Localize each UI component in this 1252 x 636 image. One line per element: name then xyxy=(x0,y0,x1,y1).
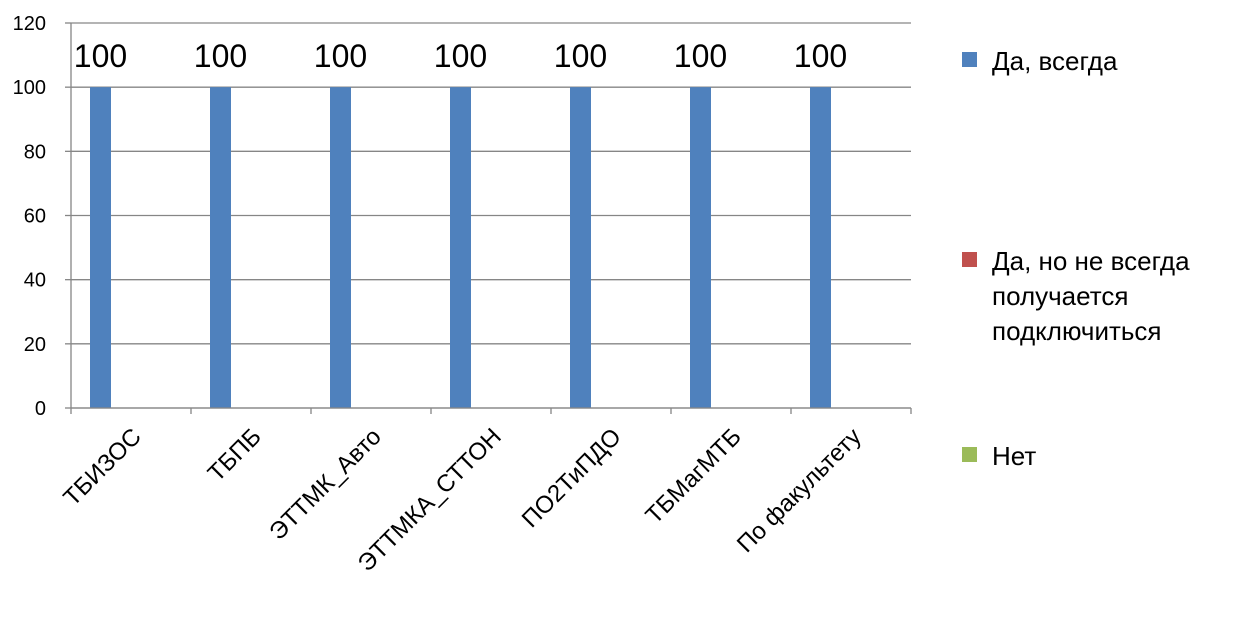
y-tick-label: 40 xyxy=(24,270,46,292)
legend-label-line: Да, всегда xyxy=(992,46,1118,76)
data-label: 100 xyxy=(794,38,847,74)
x-tick-label: По факультету xyxy=(732,423,867,558)
x-tick-label: ПО2ТиПДО xyxy=(517,423,627,533)
legend-label: Нет xyxy=(992,441,1036,471)
data-label: 100 xyxy=(74,38,127,74)
legend-swatch xyxy=(962,447,977,462)
legend: Да, всегда Да, но не всегда получается подк… xyxy=(962,46,1190,471)
data-labels: 100 100 100 100 100 100 100 xyxy=(74,38,847,74)
legend-label-line: Нет xyxy=(992,441,1036,471)
bar xyxy=(330,87,351,409)
bar xyxy=(90,87,111,409)
bar xyxy=(210,87,231,409)
legend-swatch xyxy=(962,252,977,267)
bar xyxy=(690,87,711,409)
legend-label-line: подключиться xyxy=(992,316,1162,346)
x-tick-label: ЭТТМК_Авто xyxy=(264,423,386,545)
bar xyxy=(570,87,591,409)
bars xyxy=(90,87,831,409)
legend-swatch xyxy=(962,52,977,67)
y-tick-label: 60 xyxy=(24,206,46,228)
legend-label: Да, всегда xyxy=(992,46,1118,76)
y-tick-label: 0 xyxy=(35,398,46,420)
data-label: 100 xyxy=(674,38,727,74)
legend-label: Да, но не всегда получается подключиться xyxy=(992,246,1190,346)
x-tick-label: ТБМагМТБ xyxy=(641,423,747,529)
bar xyxy=(810,87,831,409)
data-label: 100 xyxy=(194,38,247,74)
data-label: 100 xyxy=(554,38,607,74)
x-tick-label: ТБИЗОС xyxy=(58,423,146,511)
data-label: 100 xyxy=(314,38,367,74)
data-label: 100 xyxy=(434,38,487,74)
gridlines xyxy=(71,22,911,409)
y-tick-label: 100 xyxy=(13,77,46,99)
y-tick-label: 20 xyxy=(24,334,46,356)
legend-label-line: Да, но не всегда xyxy=(992,246,1190,276)
bar xyxy=(450,87,471,409)
y-tick-label: 80 xyxy=(24,141,46,163)
legend-label-line: получается xyxy=(992,281,1128,311)
y-tick-label: 120 xyxy=(13,13,46,35)
x-tick-label: ТБПБ xyxy=(203,423,267,487)
